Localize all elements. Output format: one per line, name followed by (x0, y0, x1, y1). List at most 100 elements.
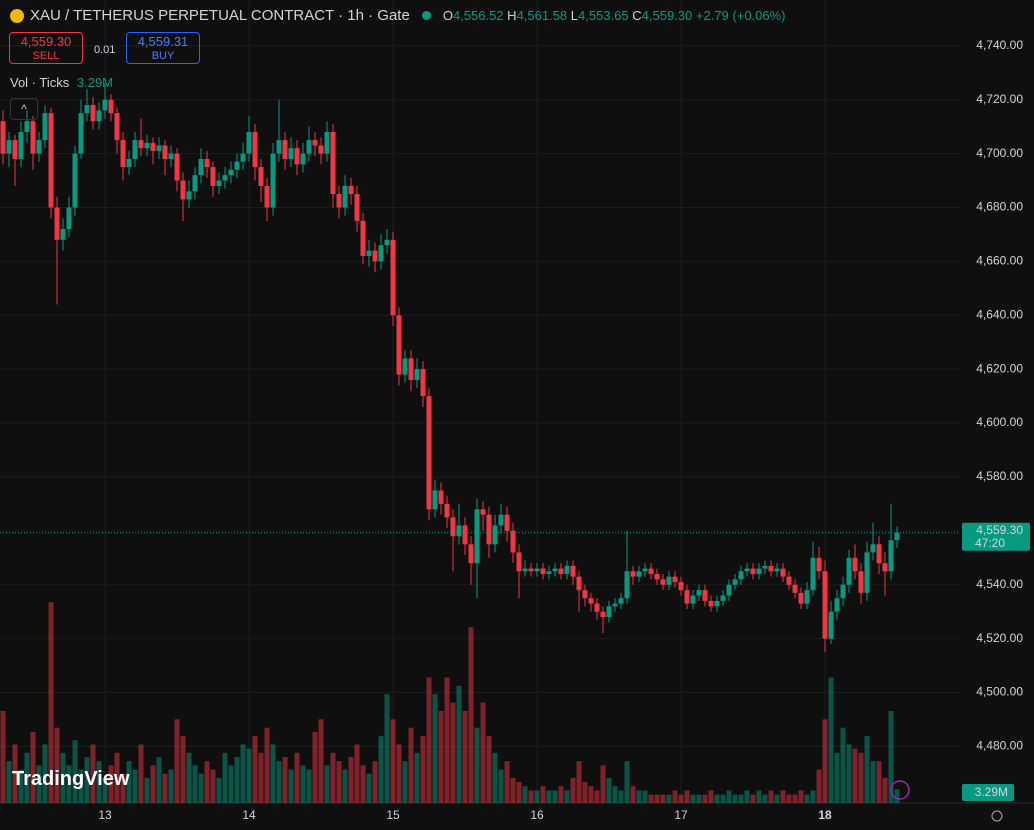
candle-body (654, 573, 660, 580)
volume-bar (198, 773, 204, 803)
volume-bar (888, 710, 894, 803)
c-value: 4,559.30 (641, 8, 693, 23)
candle-body (828, 611, 834, 639)
volume-bar (114, 752, 120, 803)
candle-body (834, 598, 840, 612)
volume-bar (180, 736, 186, 803)
candle-body (504, 514, 510, 531)
volume-bar (108, 765, 114, 803)
candle-body (54, 207, 60, 240)
volume-legend-value: 3.29M (76, 75, 114, 90)
candle-body (444, 503, 450, 518)
volume-bar (414, 752, 420, 803)
candle-body (138, 140, 144, 149)
candle-body (258, 167, 264, 186)
l-value: 4,553.65 (578, 8, 629, 23)
volume-bar (54, 727, 60, 803)
candle-body (222, 175, 228, 181)
candle-body (96, 110, 102, 122)
candle-body (42, 113, 48, 141)
l-label: L (570, 8, 579, 23)
candle-body (294, 148, 300, 165)
volume-bar (378, 736, 384, 803)
y-tick-label: 4,600.00 (976, 415, 1023, 429)
candle-body (498, 514, 504, 526)
volume-bar (708, 790, 714, 803)
candle-body (600, 611, 606, 618)
candle-body (612, 603, 618, 607)
candle-body (366, 250, 372, 256)
candle-body (72, 153, 78, 208)
volume-value-box (962, 784, 1014, 801)
candle-body (336, 194, 342, 208)
volume-bar (576, 761, 582, 803)
volume-bar (78, 769, 84, 803)
candle-body (876, 544, 882, 564)
sell-button[interactable]: 4,559.30 SELL (9, 32, 83, 64)
buy-button[interactable]: 4,559.31 BUY (126, 32, 200, 64)
volume-bar (360, 765, 366, 803)
volume-bar (882, 777, 888, 803)
volume-bar (174, 719, 180, 803)
volume-bar (756, 790, 762, 803)
candle-body (408, 358, 414, 380)
volume-bar (894, 789, 900, 803)
y-tick-label: 4,520.00 (976, 631, 1023, 645)
candle-body (666, 576, 672, 585)
collapse-button[interactable]: ^ (10, 98, 38, 120)
volume-bar (726, 790, 732, 803)
h-label: H (507, 8, 517, 23)
candle-body (192, 175, 198, 192)
candle-body (324, 132, 330, 154)
candle-body (708, 600, 714, 607)
volume-bar (660, 794, 666, 803)
candle-body (12, 140, 18, 159)
volume-bar (522, 786, 528, 803)
candle-body (348, 185, 354, 195)
volume-bar (768, 790, 774, 803)
candle-body (690, 595, 696, 604)
candle-body (228, 169, 234, 176)
candle-body (78, 113, 84, 154)
sell-label: SELL (32, 50, 60, 62)
volume-bar (558, 786, 564, 803)
last-price-label: 4,559.30 (976, 523, 1023, 537)
volume-bar (450, 702, 456, 803)
candle-body (804, 590, 810, 604)
candle-body (252, 132, 258, 168)
volume-bar (732, 794, 738, 803)
volume-bar (720, 794, 726, 803)
candle-body (606, 606, 612, 618)
volume-bar (480, 702, 486, 803)
symbol[interactable]: XAU / TETHERUS PERPETUAL CONTRACT · 1h ·… (30, 7, 410, 24)
candle-body (384, 239, 390, 246)
candle-body (660, 579, 666, 585)
volume-bar (252, 736, 258, 803)
volume-bar (816, 769, 822, 803)
volume-bar (546, 790, 552, 803)
volume-bar (714, 794, 720, 803)
volume-bar (204, 761, 210, 803)
volume-bar (510, 777, 516, 803)
candle-body (216, 180, 222, 186)
countdown: 47:20 (975, 536, 1005, 550)
candle-body (6, 140, 12, 154)
candle-body (114, 113, 120, 141)
change: +2.79 (+0.06%) (695, 8, 786, 23)
candle-body (270, 153, 276, 208)
o-value: 4,556.52 (452, 8, 504, 23)
volume-bar (426, 677, 432, 803)
volume-bar (840, 727, 846, 803)
volume-bar (348, 756, 354, 803)
volume-bar (354, 744, 360, 803)
volume-bar (774, 794, 780, 803)
candle-body (774, 568, 780, 572)
volume-bar (60, 752, 66, 803)
candle-body (642, 568, 648, 572)
volume-bar (648, 794, 654, 803)
volume-bar (126, 761, 132, 803)
volume-bar (654, 794, 660, 803)
volume-bar (852, 748, 858, 803)
candle-body (864, 552, 870, 593)
